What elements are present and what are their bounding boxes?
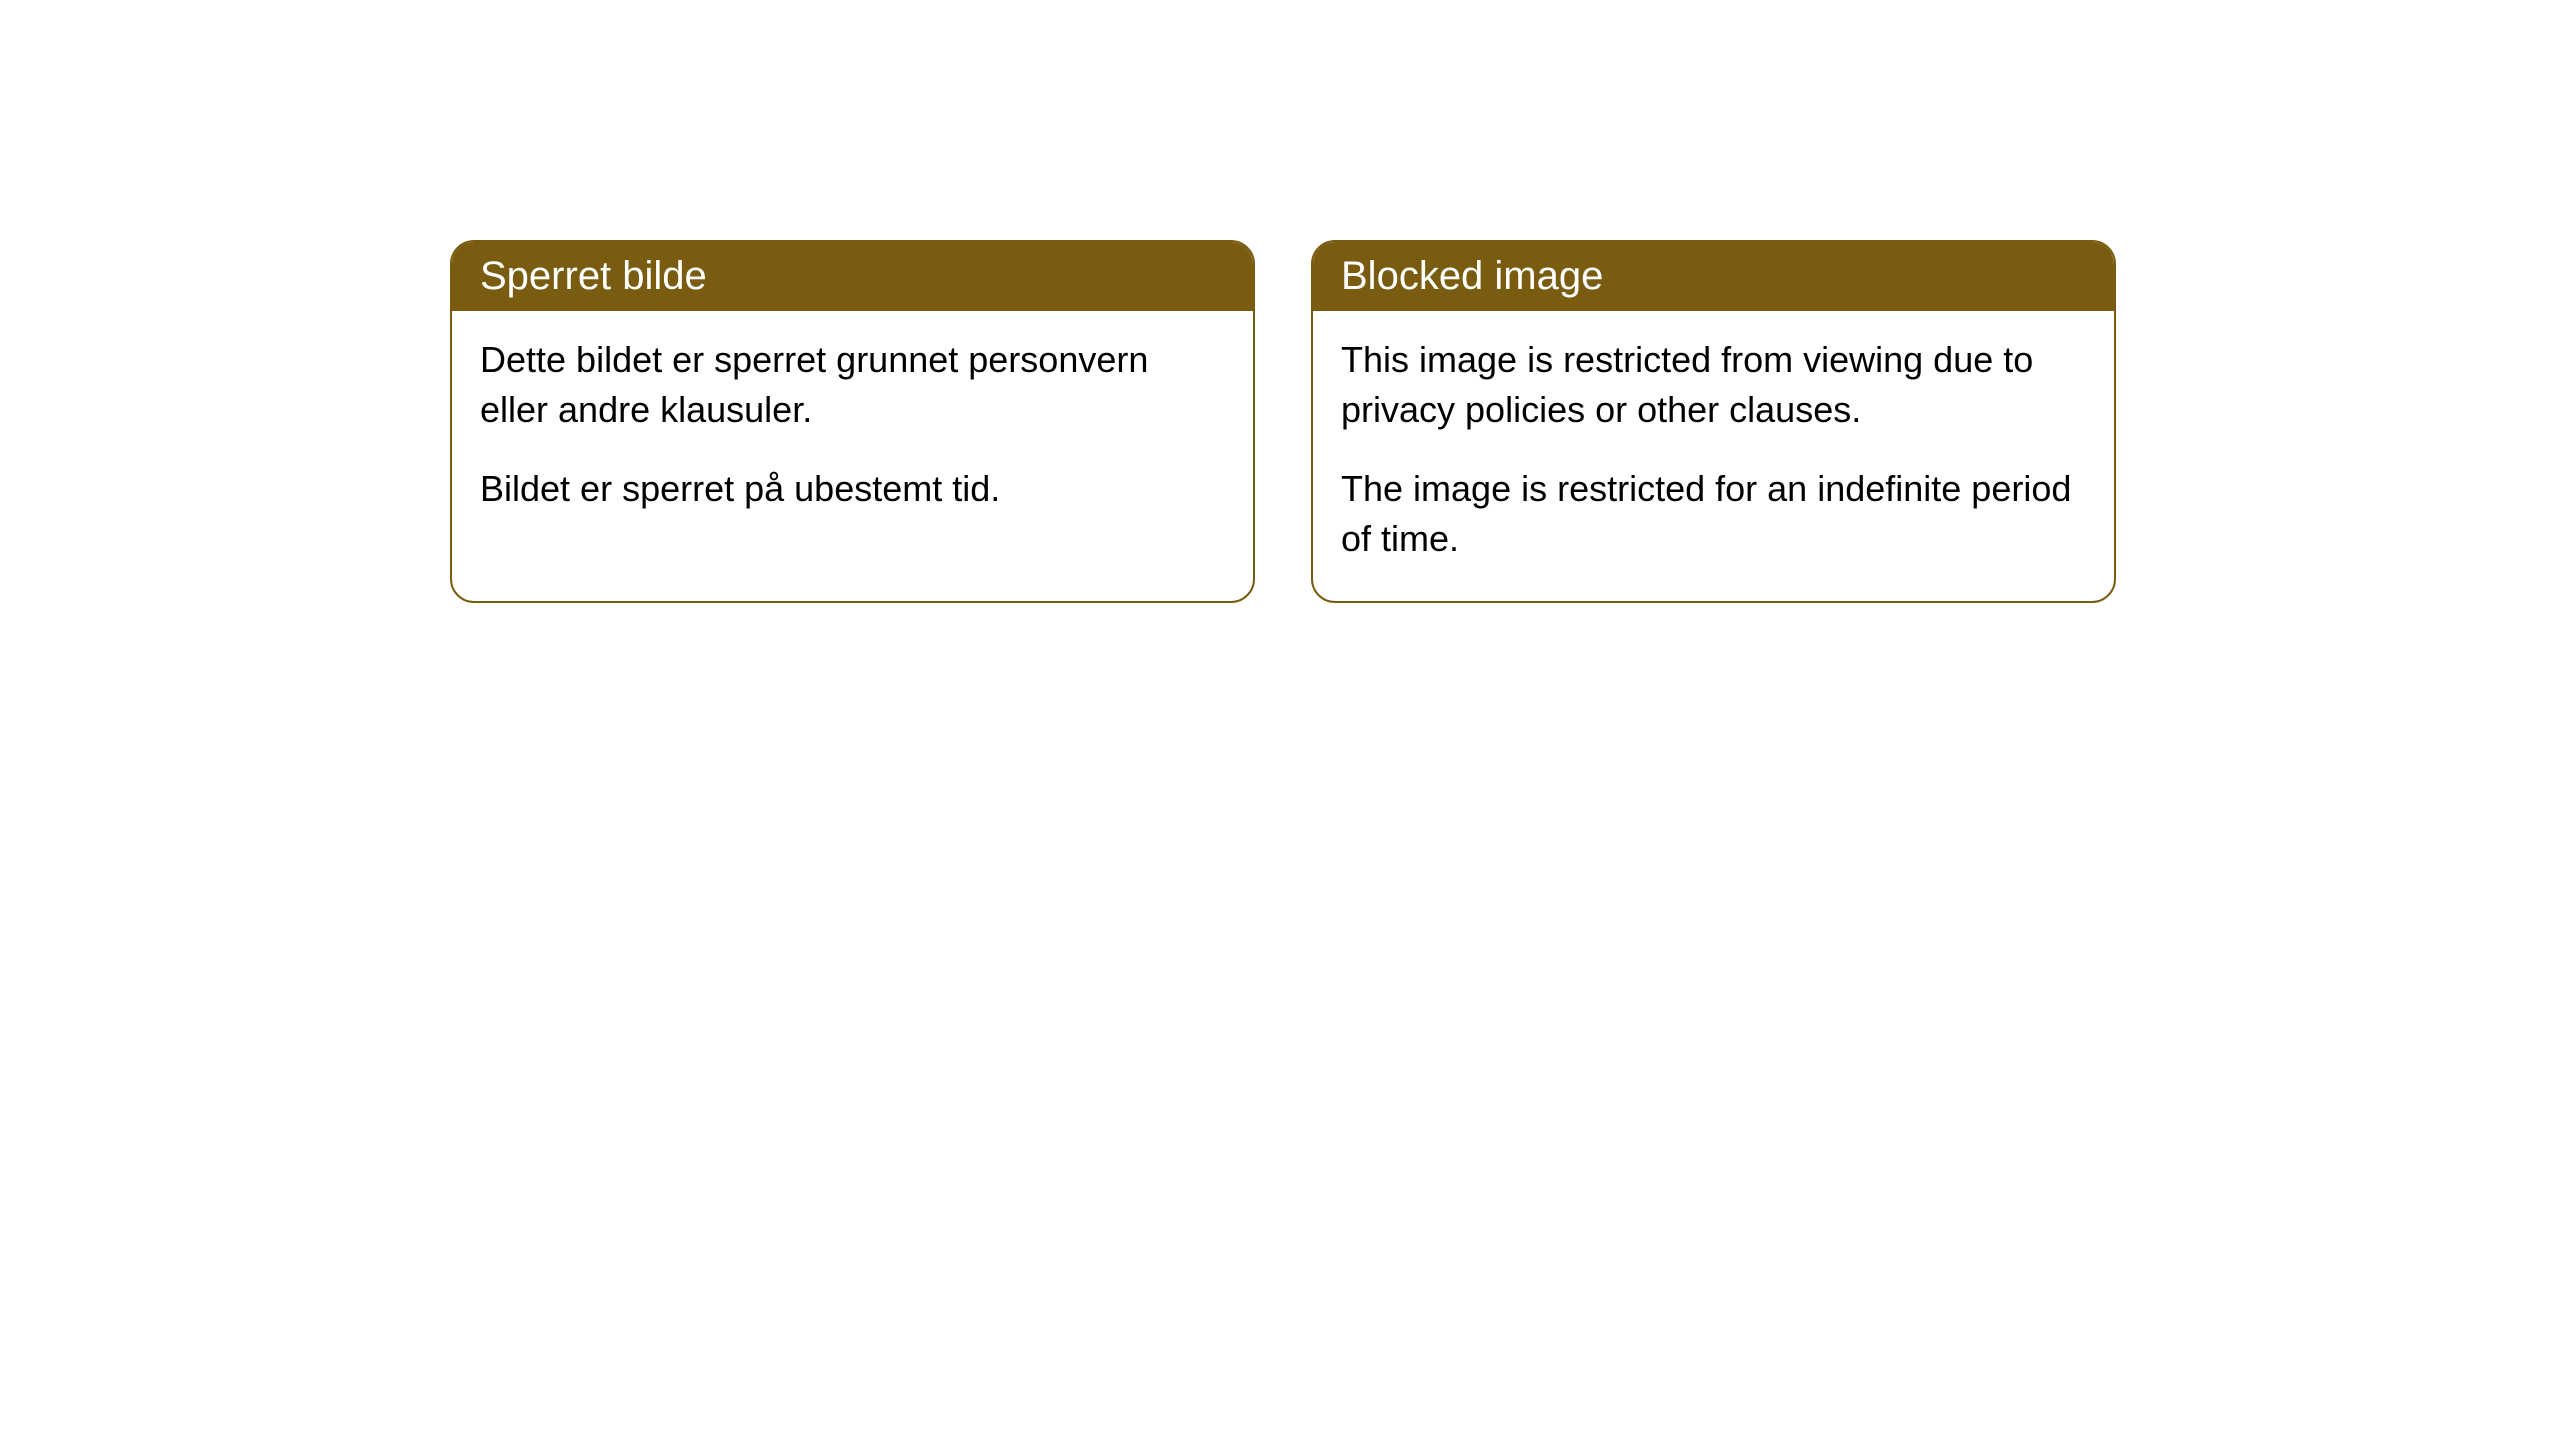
card-paragraph: The image is restricted for an indefinit… [1341, 464, 2086, 565]
card-paragraph: This image is restricted from viewing du… [1341, 335, 2086, 436]
cards-container: Sperret bilde Dette bildet er sperret gr… [450, 240, 2116, 603]
card-paragraph: Bildet er sperret på ubestemt tid. [480, 464, 1225, 514]
card-paragraph: Dette bildet er sperret grunnet personve… [480, 335, 1225, 436]
card-header-english: Blocked image [1313, 242, 2114, 311]
card-body-english: This image is restricted from viewing du… [1313, 311, 2114, 601]
card-english: Blocked image This image is restricted f… [1311, 240, 2116, 603]
card-body-norwegian: Dette bildet er sperret grunnet personve… [452, 311, 1253, 550]
card-norwegian: Sperret bilde Dette bildet er sperret gr… [450, 240, 1255, 603]
card-header-norwegian: Sperret bilde [452, 242, 1253, 311]
